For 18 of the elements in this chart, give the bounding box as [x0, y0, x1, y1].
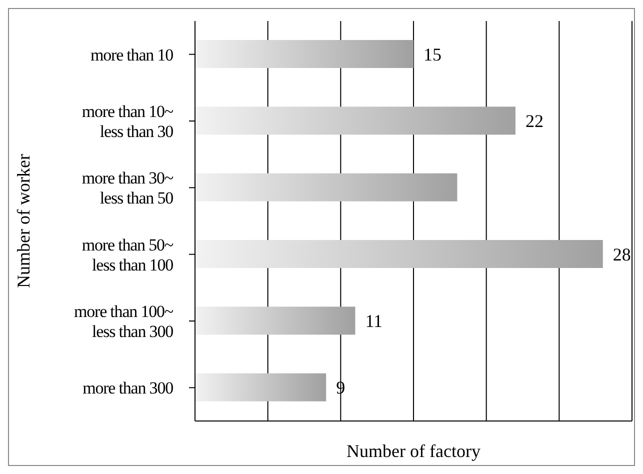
y-tick-label: more than 100~ less than 300	[74, 302, 174, 340]
data-label: 15	[424, 44, 442, 64]
bar	[195, 173, 458, 202]
y-tick-label: more than 10~ less than 30	[82, 102, 174, 140]
y-tick-label: more than 10	[90, 44, 174, 64]
bar	[195, 106, 516, 135]
data-label: 11	[365, 311, 383, 332]
data-label: 22	[525, 111, 544, 132]
y-tick-label: more than 300	[82, 378, 174, 398]
y-tick-label: more than 30~ less than 50	[82, 168, 174, 208]
y-tick-label: more than 50~ less than 100	[82, 234, 174, 274]
y-axis-title: Number of worker	[13, 154, 34, 288]
bar	[195, 240, 603, 268]
bar	[195, 306, 356, 335]
bar	[195, 40, 414, 68]
bar	[195, 373, 326, 402]
data-label: 28	[612, 244, 631, 264]
x-axis-title: Number of factory	[346, 441, 480, 461]
